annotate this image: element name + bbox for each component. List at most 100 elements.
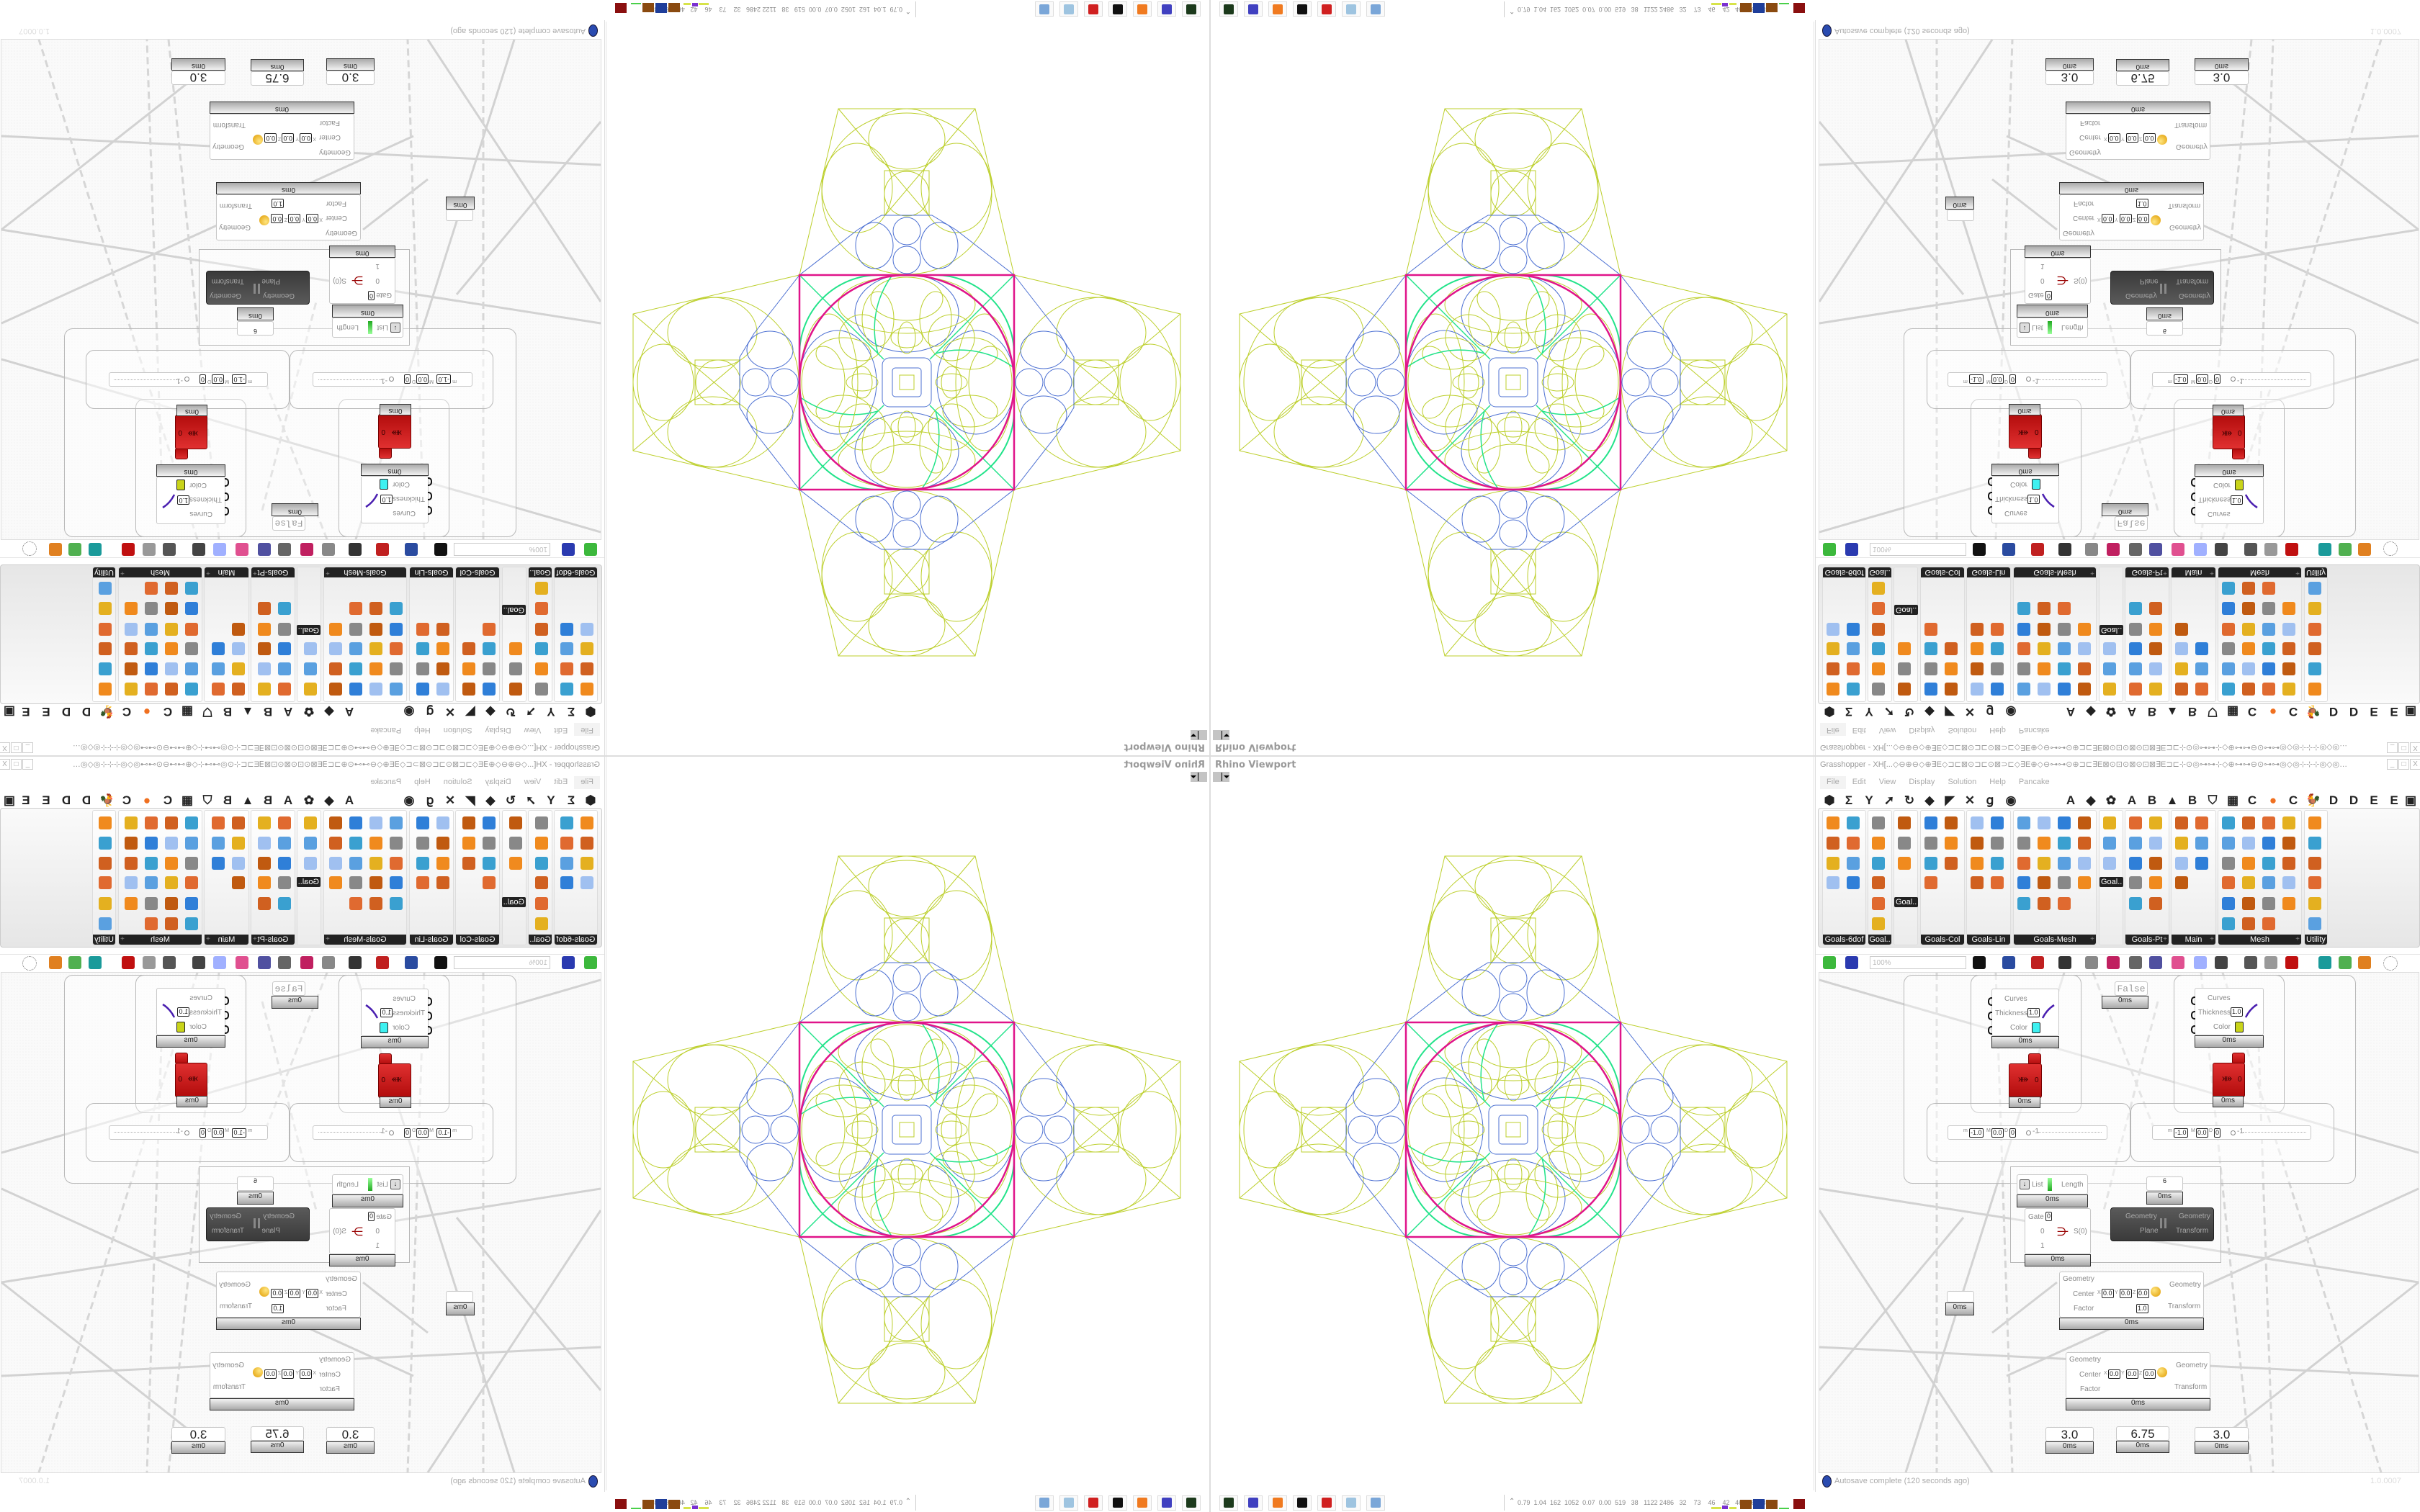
gha-icon[interactable]	[2107, 543, 2120, 556]
scale-component-1[interactable]: Geometry Center X 0.0 Y 0.0 Z 0.0 Factor…	[216, 194, 361, 240]
ribbon-tool-icon[interactable]	[1827, 876, 1839, 889]
ribbon-tool-icon[interactable]	[329, 857, 342, 870]
ribbon-tool-icon[interactable]	[1971, 816, 1984, 829]
ribbon-tool-icon[interactable]	[2149, 623, 2162, 636]
menu-help[interactable]: Help	[1989, 778, 2006, 786]
zoom-extents-icon[interactable]	[1973, 543, 1986, 556]
taskbar-floppy-64[interactable]	[1244, 1, 1263, 17]
ribbon-tool-icon[interactable]	[1971, 662, 1984, 675]
ribbon-tool-icon[interactable]	[1924, 642, 1937, 655]
ribbon-tool-icon[interactable]	[581, 816, 593, 829]
half-sphere-icon[interactable]	[49, 956, 62, 969]
rhino-viewport[interactable]: Rhino Viewport	[1210, 756, 1814, 1490]
menu-view[interactable]: View	[1878, 726, 1896, 734]
ribbon-tool-icon[interactable]	[2058, 837, 2071, 850]
ribbon-tool-icon[interactable]	[2078, 683, 2091, 696]
tab-icon[interactable]: ●	[143, 705, 151, 719]
ribbon-tool-icon[interactable]	[2242, 857, 2255, 870]
number-slider-left[interactable]: m -1.0 M 0.0 D 0 -1	[1948, 1125, 2107, 1140]
ribbon-tool-icon[interactable]	[2262, 917, 2275, 930]
input-port[interactable]	[2191, 492, 2195, 501]
red-preview-icon[interactable]	[2285, 956, 2298, 969]
slider-max-value[interactable]: 0.0	[2196, 374, 2208, 384]
ribbon-tool-icon[interactable]	[278, 837, 291, 850]
panel-expand-icon[interactable]: +	[2295, 935, 2300, 943]
menu-pancake[interactable]: Pancake	[370, 778, 402, 786]
tab-icon[interactable]: Y	[547, 793, 555, 807]
orient-component-disabled[interactable]: Geometry Plane Geometry Transform	[2110, 271, 2214, 305]
ribbon-tool-icon[interactable]	[535, 816, 548, 829]
input-port[interactable]	[2191, 1011, 2195, 1020]
ribbon-tool-icon[interactable]	[2017, 683, 2030, 696]
number-slider-right[interactable]: m -1.0 M 0.0 D 0 -1	[2152, 1125, 2311, 1140]
ribbon-tool-icon[interactable]	[212, 857, 225, 870]
ribbon-tool-icon[interactable]	[535, 897, 548, 910]
tab-icon[interactable]: ◆	[485, 793, 496, 807]
ribbon-tool-icon[interactable]	[1898, 837, 1911, 850]
tab-letter-b[interactable]: B	[223, 793, 233, 807]
tab-letter-e[interactable]: E	[42, 705, 50, 719]
ribbon-tool-icon[interactable]	[483, 623, 496, 636]
slider-grip[interactable]	[2231, 377, 2236, 382]
tab-letter-d[interactable]: D	[81, 793, 91, 807]
ribbon-tool-icon[interactable]	[1924, 857, 1937, 870]
ribbon-tool-icon[interactable]	[1872, 602, 1885, 615]
menu-file[interactable]: File	[574, 723, 600, 736]
slider-grip[interactable]	[2026, 377, 2031, 382]
dotted-circle-icon[interactable]	[2383, 541, 2398, 556]
slider-track[interactable]	[318, 379, 382, 380]
menu-edit[interactable]: Edit	[554, 726, 568, 734]
slider-decimals-value[interactable]: 0	[403, 1128, 411, 1138]
menu-pancake[interactable]: Pancake	[2018, 726, 2050, 734]
ribbon-tool-icon[interactable]	[2242, 837, 2255, 850]
email-icon[interactable]	[2085, 543, 2098, 556]
ribbon-tool-icon[interactable]	[2222, 662, 2235, 675]
ribbon-tool-icon[interactable]	[2308, 642, 2321, 655]
ribbon-tool-icon[interactable]	[185, 683, 198, 696]
ribbon-tool-icon[interactable]	[2282, 683, 2295, 696]
ribbon-tool-icon[interactable]	[2038, 816, 2051, 829]
save-icon[interactable]	[562, 956, 575, 969]
ribbon-tool-icon[interactable]	[329, 642, 342, 655]
tab-letter-a[interactable]: A	[283, 793, 293, 807]
ribbon-tool-icon[interactable]	[125, 602, 138, 615]
red-component-left[interactable]: ⤘ 0	[2009, 414, 2042, 449]
ribbon-tool-icon[interactable]	[2078, 816, 2091, 829]
ribbon-tool-icon[interactable]	[1872, 683, 1885, 696]
boolean-toggle[interactable]: False	[272, 516, 305, 531]
ribbon-tool-icon[interactable]	[560, 642, 573, 655]
slider-max-value[interactable]: 0.0	[212, 374, 224, 384]
lock-icon[interactable]	[2058, 543, 2071, 556]
red-component-right[interactable]: ⤘ 0	[2213, 415, 2245, 449]
tab-letter-a[interactable]: A	[2127, 793, 2137, 807]
viewport-dropdown-icon[interactable]	[1213, 730, 1229, 740]
center-z[interactable]: 0.0	[2137, 214, 2149, 223]
ribbon-tool-icon[interactable]	[416, 876, 429, 889]
wireframe-icon[interactable]	[143, 543, 156, 556]
tab-icon[interactable]: ▲	[2166, 705, 2179, 719]
taskbar-gear-app[interactable]	[1317, 1495, 1336, 1511]
ribbon-panel-label[interactable]: Utility	[93, 935, 115, 945]
color-swatch-cyan[interactable]	[380, 1022, 388, 1033]
ribbon-tool-icon[interactable]	[99, 897, 112, 910]
menu-display[interactable]: Display	[1909, 778, 1935, 786]
ribbon-tool-icon[interactable]	[535, 582, 548, 595]
ribbon-tool-icon[interactable]	[1847, 642, 1860, 655]
ribbon-tool-icon[interactable]	[581, 683, 593, 696]
half-sphere-icon[interactable]	[49, 543, 62, 556]
panel-expand-icon[interactable]: +	[120, 935, 125, 943]
ribbon-tool-icon[interactable]	[1945, 662, 1958, 675]
sketch-icon[interactable]	[376, 543, 389, 556]
ribbon-tool-icon[interactable]	[369, 642, 382, 655]
ribbon-tool-icon[interactable]	[2175, 683, 2188, 696]
ribbon-panel-label[interactable]: Goals-Col	[1921, 935, 1964, 945]
ribbon-tool-icon[interactable]	[185, 602, 198, 615]
menu-help[interactable]: Help	[414, 778, 431, 786]
ribbon-tool-icon[interactable]	[212, 642, 225, 655]
geometry-param[interactable]	[446, 210, 473, 221]
input-port[interactable]	[2191, 1025, 2195, 1034]
ribbon-tool-icon[interactable]	[2129, 897, 2142, 910]
ribbon-tool-icon[interactable]	[1827, 683, 1839, 696]
ribbon-tool-icon[interactable]	[2222, 837, 2235, 850]
factor-value[interactable]: 1.0	[2136, 1304, 2148, 1313]
